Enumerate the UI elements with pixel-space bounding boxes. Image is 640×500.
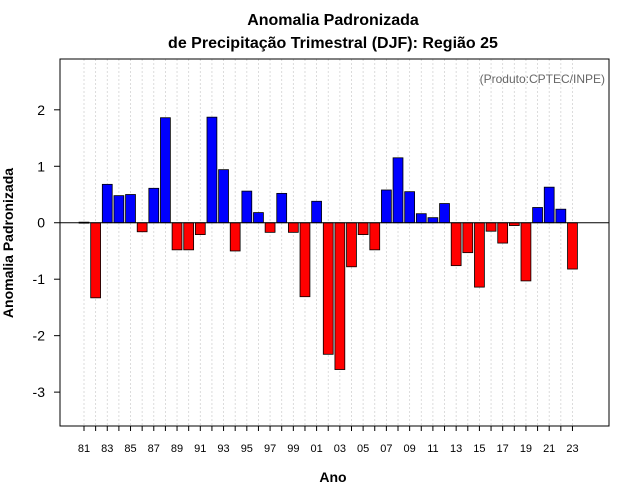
bar-93 <box>218 169 229 224</box>
x-tick-label: 91 <box>194 443 206 455</box>
bar-20 <box>532 207 543 224</box>
y-tick-label: -2 <box>33 328 46 344</box>
x-tick-label: 95 <box>241 443 253 455</box>
bar-90 <box>183 222 195 251</box>
x-tick-label: 19 <box>520 443 532 455</box>
bar-86 <box>136 222 148 233</box>
x-tick-label: 81 <box>78 443 90 455</box>
bar-08 <box>392 157 404 224</box>
bar-22 <box>555 208 567 224</box>
bar-94 <box>229 222 241 252</box>
x-tick-label: 09 <box>404 443 416 455</box>
bar-92 <box>206 116 218 224</box>
bar-07 <box>381 189 392 224</box>
bar-21 <box>543 186 555 224</box>
bar-09 <box>404 191 415 224</box>
bar-06 <box>369 222 381 251</box>
bar-84 <box>113 195 125 224</box>
y-axis: -3 -2 -1 0 1 2 <box>33 102 60 400</box>
bar-13 <box>450 222 462 267</box>
x-tick-label: 87 <box>148 443 160 455</box>
x-tick-label: 89 <box>171 443 183 455</box>
x-tick-label: 21 <box>543 443 555 455</box>
chart-subtitle: de Precipitação Trimestral (DJF): Região… <box>168 35 498 52</box>
bar-88 <box>160 117 171 224</box>
x-tick-label: 93 <box>217 443 229 455</box>
bar-19 <box>520 222 532 282</box>
x-axis: 81 83 85 87 89 91 93 95 97 99 01 03 05 07 09 11 13 15 17 19… <box>78 426 579 455</box>
bar-89 <box>171 222 183 251</box>
x-tick-label: 07 <box>380 443 392 455</box>
bar-85 <box>125 194 136 224</box>
bar-11 <box>427 217 439 224</box>
x-tick-label: 05 <box>357 443 369 455</box>
bar-99 <box>287 222 299 233</box>
x-tick-label: 97 <box>264 443 276 455</box>
grid-lines <box>83 59 573 426</box>
x-tick-label: 83 <box>101 443 113 455</box>
x-tick-label: 15 <box>473 443 485 455</box>
x-tick-label: 13 <box>450 443 462 455</box>
bar-05 <box>357 222 369 236</box>
bar-96 <box>253 212 264 224</box>
bar-16 <box>485 222 497 232</box>
bar-98 <box>276 192 288 224</box>
bar-03 <box>334 222 346 370</box>
bar-91 <box>194 222 206 236</box>
bar-17 <box>497 222 509 244</box>
bar-97 <box>264 222 276 233</box>
y-tick-label: -1 <box>33 271 46 287</box>
x-axis-title: Ano <box>319 469 346 485</box>
x-tick-label: 11 <box>427 443 438 455</box>
x-tick-label: 23 <box>566 443 578 455</box>
bar-02 <box>322 222 334 355</box>
x-tick-label: 01 <box>310 443 322 455</box>
bar-01 <box>311 200 322 224</box>
bar-15 <box>474 222 485 288</box>
bar-00 <box>299 222 311 298</box>
bar-83 <box>101 183 113 224</box>
x-tick-label: 99 <box>287 443 299 455</box>
bar-23 <box>567 222 578 270</box>
bar-82 <box>90 222 101 299</box>
bar-87 <box>148 187 160 224</box>
plot-frame <box>59 58 610 427</box>
bar-04 <box>346 222 357 268</box>
x-tick-label: 17 <box>497 443 509 455</box>
bar-14 <box>462 222 474 254</box>
x-tick-label: 03 <box>334 443 346 455</box>
bar-95 <box>241 190 253 224</box>
x-tick-label: 85 <box>124 443 136 455</box>
bars-group <box>78 116 578 370</box>
chart-title: Anomalia Padronizada <box>247 12 419 29</box>
credit-label: (Produto:CPTEC/INPE) <box>480 72 605 86</box>
bar-12 <box>439 203 450 224</box>
bar-10 <box>415 213 427 224</box>
y-tick-label: -3 <box>33 384 46 400</box>
y-tick-label: 2 <box>37 102 45 118</box>
y-tick-label: 0 <box>37 215 45 231</box>
y-tick-label: 1 <box>37 158 45 174</box>
y-axis-title: Anomalia Padronizada <box>0 168 16 318</box>
